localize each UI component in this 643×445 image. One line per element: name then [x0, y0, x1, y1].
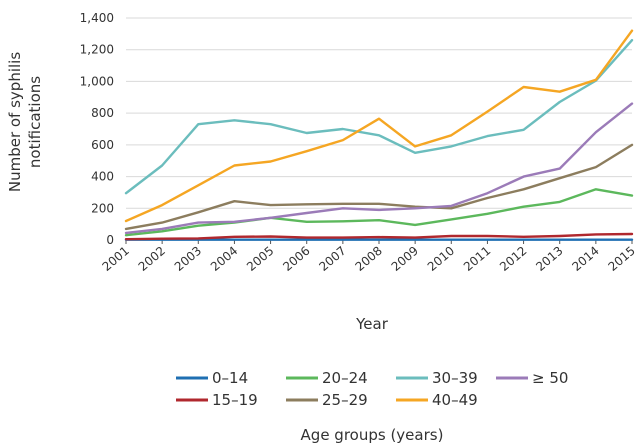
y-axis-title-line-1: Number of syphilis: [6, 52, 24, 192]
y-axis-title-line-2: notifications: [26, 76, 44, 168]
x-tick-label: 2008: [353, 244, 385, 274]
y-tick-label: 1,400: [80, 11, 114, 25]
x-tick-label: 2010: [425, 244, 457, 274]
x-axis-title: Year: [355, 315, 389, 333]
x-axis-tick-labels: 2001 2002 2003 2004 2005 2006 2007 2008 2009 2010…: [100, 244, 638, 274]
x-tick-label: 2001: [100, 244, 132, 274]
x-tick-label: 2006: [280, 244, 312, 274]
x-tick-label: 2005: [244, 244, 276, 274]
series-line: [124, 29, 634, 223]
x-tick-label: 2009: [389, 244, 421, 274]
x-tick-label: 2015: [606, 244, 638, 274]
legend-label: 0–14: [212, 369, 248, 387]
y-tick-label: 200: [91, 201, 114, 215]
x-tick-label: 2003: [172, 244, 204, 274]
series-line: [124, 102, 634, 235]
x-tick-label: 2014: [569, 244, 601, 274]
legend-label: 20–24: [322, 369, 368, 387]
x-tick-label: 2004: [208, 244, 240, 274]
series-line: [124, 188, 634, 237]
legend-label: ≥ 50: [532, 369, 568, 387]
y-tick-label: 1,000: [80, 74, 114, 88]
gridlines: [126, 17, 632, 209]
series-line: [124, 232, 634, 241]
x-tick-label: 2011: [461, 244, 493, 274]
legend-label: 15–19: [212, 391, 258, 409]
legend-label: 30–39: [432, 369, 478, 387]
y-tick-label: 600: [91, 138, 114, 152]
series-line: [124, 143, 634, 231]
y-tick-label: 800: [91, 106, 114, 120]
y-tick-label: 0: [106, 233, 114, 247]
x-tick-label: 2013: [533, 244, 565, 274]
x-tick-label: 2007: [316, 244, 348, 274]
y-tick-label: 400: [91, 170, 114, 184]
x-tick-label: 2012: [497, 244, 529, 274]
legend: 0–14 20–24 30–39 ≥ 50 15–19 25–29 40–49: [176, 369, 568, 409]
legend-label: 40–49: [432, 391, 478, 409]
legend-label: 25–29: [322, 391, 368, 409]
y-axis-tick-labels: 0 200 400 600 800 1,000 1,200 1,400: [80, 11, 114, 247]
series-lines: [124, 29, 634, 241]
legend-title: Age groups (years): [301, 426, 444, 444]
y-tick-label: 1,200: [80, 43, 114, 57]
x-tick-label: 2002: [136, 244, 168, 274]
series-line: [124, 39, 634, 195]
